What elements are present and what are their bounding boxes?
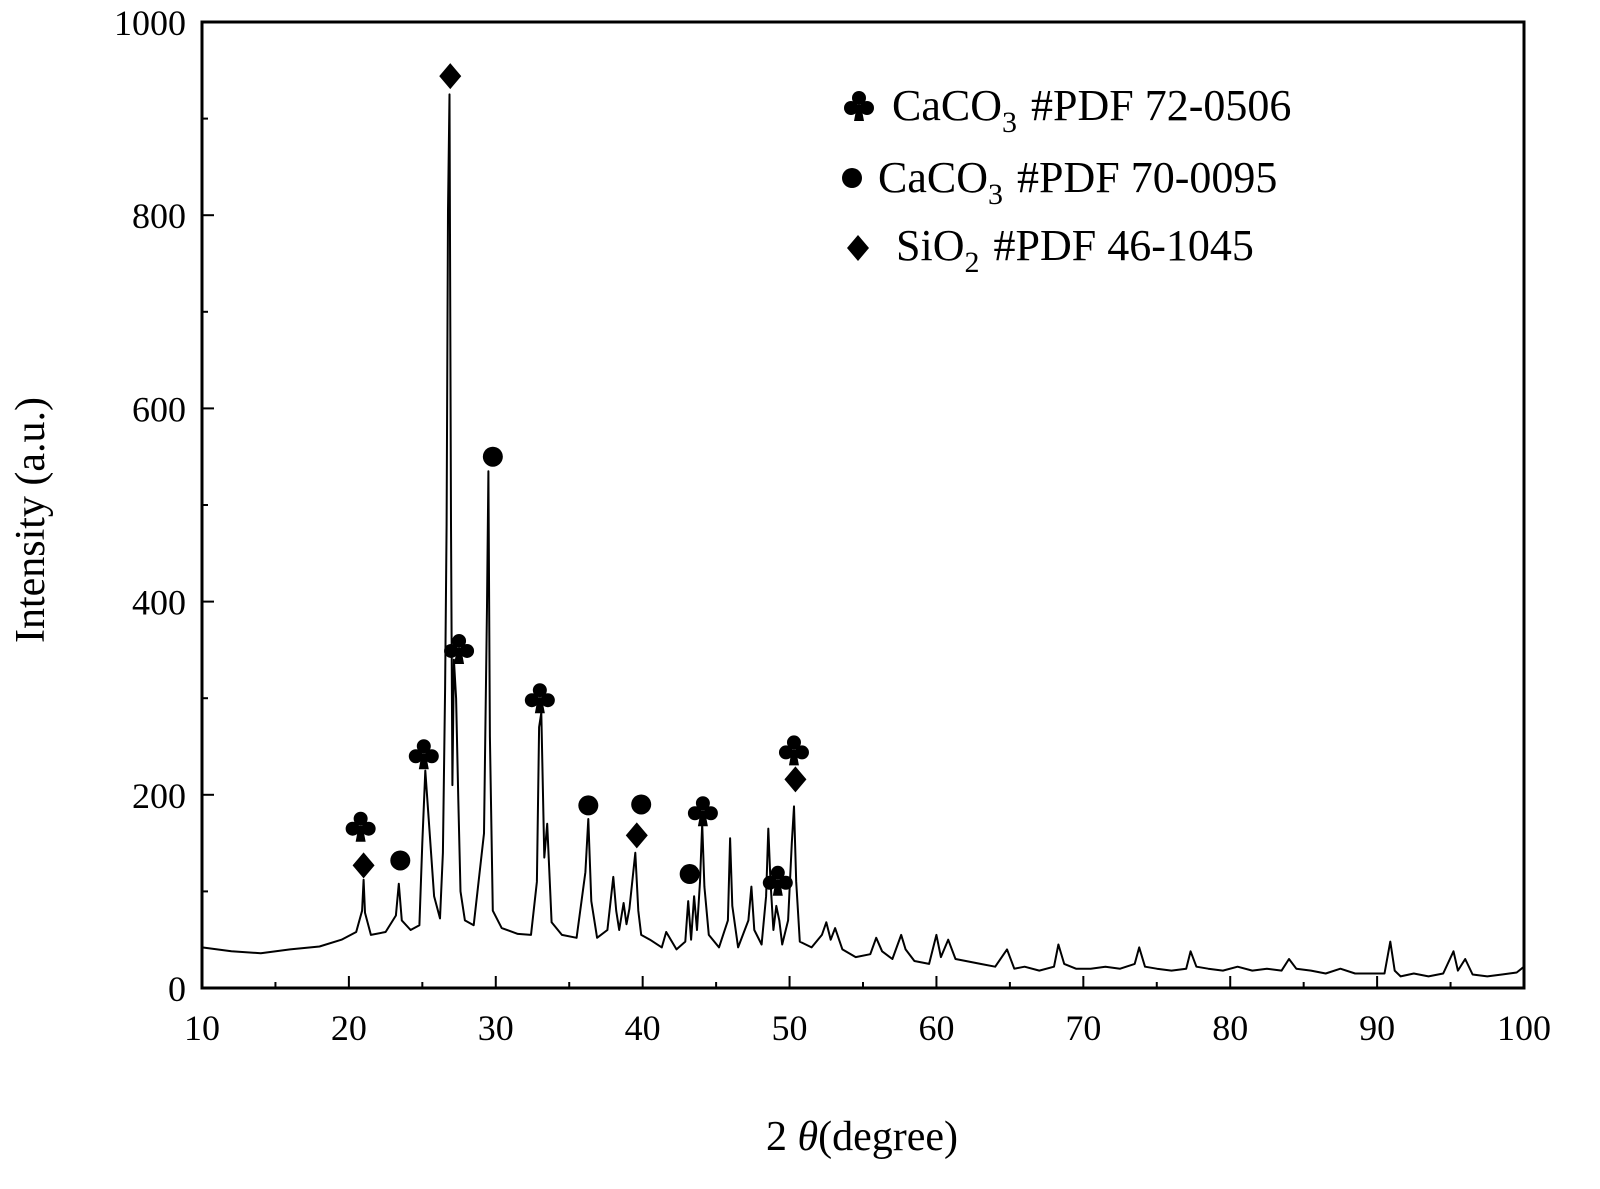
y-tick-label: 600 xyxy=(132,389,186,429)
legend-label: CaCO3 #PDF 72-0506 xyxy=(892,81,1291,139)
xrd-pattern-line xyxy=(201,93,1525,978)
x-tick-label: 80 xyxy=(1212,1008,1248,1048)
data-layer xyxy=(201,93,1525,978)
circle-marker xyxy=(482,446,503,467)
y-tick-label: 800 xyxy=(132,196,186,236)
legend-label: CaCO3 #PDF 70-0095 xyxy=(878,153,1277,211)
x-tick-label: 60 xyxy=(918,1008,954,1048)
club-marker xyxy=(408,739,439,770)
y-tick-label: 1000 xyxy=(114,3,186,43)
circle-icon xyxy=(842,168,862,188)
y-tick-label: 0 xyxy=(168,969,186,1009)
x-tick-label: 10 xyxy=(184,1008,220,1048)
legend-item-caco3-calcite: CaCO3 #PDF 72-0506 xyxy=(844,81,1291,139)
x-tick-label: 40 xyxy=(625,1008,661,1048)
club-marker xyxy=(778,735,809,766)
diamond-marker xyxy=(352,852,375,879)
x-tick-label: 90 xyxy=(1359,1008,1395,1048)
y-axis-title: Intensity (a.u.) xyxy=(8,397,54,643)
circle-legend-marker xyxy=(842,168,862,188)
club-icon xyxy=(844,91,874,121)
circle-marker xyxy=(679,864,700,885)
diamond-marker xyxy=(439,63,462,90)
club-legend-marker xyxy=(844,91,874,121)
y-tick-label: 200 xyxy=(132,776,186,816)
legend-item-caco3-aragonite: CaCO3 #PDF 70-0095 xyxy=(842,153,1277,211)
x-tick-label: 20 xyxy=(331,1008,367,1048)
legend-item-sio2: SiO2 #PDF 46-1045 xyxy=(847,221,1254,279)
club-marker xyxy=(524,683,555,714)
x-tick-label: 30 xyxy=(478,1008,514,1048)
marker-layer xyxy=(345,63,809,896)
diamond-marker xyxy=(784,766,807,793)
y-tick-label: 400 xyxy=(132,583,186,623)
circle-marker xyxy=(390,850,411,871)
club-marker xyxy=(444,633,475,664)
diamond-marker xyxy=(625,822,648,849)
circle-marker xyxy=(578,795,599,816)
legend: CaCO3 #PDF 72-0506 CaCO3 #PDF 70-0095 SiO2… xyxy=(842,81,1291,279)
circle-marker xyxy=(631,794,652,815)
diamond-legend-marker xyxy=(847,235,869,261)
club-marker xyxy=(345,811,376,842)
legend-label: SiO2 #PDF 46-1045 xyxy=(896,221,1254,279)
x-tick-label: 100 xyxy=(1497,1008,1551,1048)
diamond-icon xyxy=(847,235,869,261)
club-marker xyxy=(762,865,793,896)
x-axis-title: 2 θ(degree) xyxy=(766,1114,958,1160)
plot-frame xyxy=(200,20,1526,990)
club-marker xyxy=(687,796,718,827)
x-tick-label: 50 xyxy=(772,1008,808,1048)
x-tick-label: 70 xyxy=(1065,1008,1101,1048)
